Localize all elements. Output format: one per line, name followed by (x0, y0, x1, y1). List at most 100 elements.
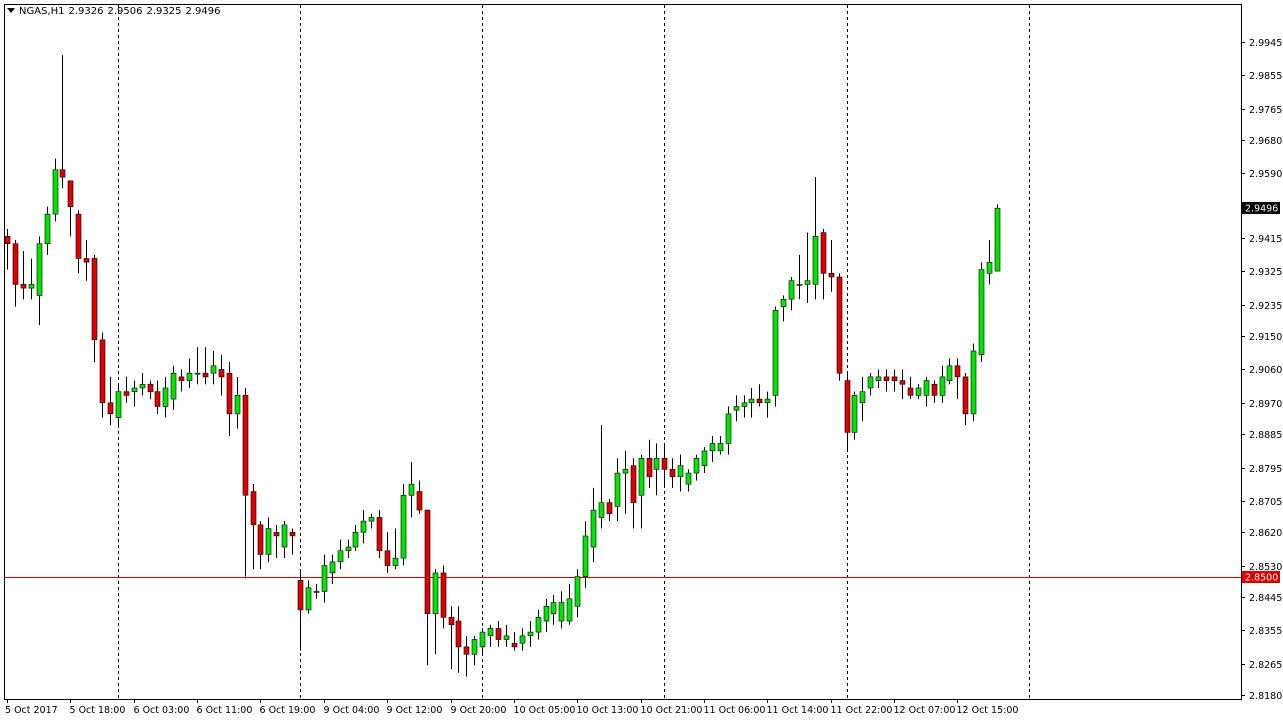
candle-body (455, 620, 462, 648)
x-tick-label: 10 Oct 05:00 (514, 705, 576, 716)
close-value: 2.9496 (185, 6, 221, 17)
x-tick-label: 6 Oct 19:00 (260, 705, 316, 716)
candle-body (368, 517, 375, 522)
candle-body (661, 457, 668, 470)
candle-body (273, 531, 280, 537)
candle-body (891, 376, 898, 381)
y-tick-label: 2.9590 (1249, 169, 1282, 180)
candle-body (939, 376, 946, 396)
candle-body (851, 395, 858, 433)
candle-body (899, 380, 906, 385)
x-tick-label: 5 Oct 18:00 (70, 705, 126, 716)
candle-body (123, 391, 130, 396)
y-tick-label: 2.8445 (1249, 593, 1282, 604)
candle-body (543, 605, 550, 622)
candle-body (67, 180, 74, 208)
candle-body (622, 469, 629, 474)
current-price-tag (1242, 202, 1280, 214)
candle-body (535, 617, 542, 633)
candle-body (701, 450, 708, 466)
candle-body (487, 628, 494, 637)
candle-body (836, 276, 843, 374)
y-tick-label: 2.9855 (1249, 71, 1282, 82)
candle-body (91, 258, 98, 341)
x-tick-label: 11 Oct 06:00 (704, 705, 766, 716)
candle-body (281, 524, 288, 548)
candle-body (772, 310, 779, 396)
candle-body (471, 639, 478, 655)
chart-header: NGAS,H1 2.9326 2.9506 2.9325 2.9496 (7, 6, 224, 17)
candle-body (677, 465, 684, 478)
candle-body (99, 339, 106, 404)
level-price-tag (1242, 571, 1280, 583)
x-tick-label: 6 Oct 03:00 (134, 705, 190, 716)
y-tick-label: 2.8530 (1249, 562, 1282, 573)
candle-body (630, 465, 637, 503)
candle-body (218, 369, 225, 378)
candle-body (234, 395, 241, 415)
candle-body (448, 617, 455, 626)
candle-body (812, 236, 819, 285)
candle-body (796, 284, 803, 286)
y-tick-label: 2.8795 (1249, 464, 1282, 475)
candle-body (313, 591, 320, 593)
candle-body (170, 372, 177, 400)
candle-body (202, 372, 209, 378)
candle-body (416, 491, 423, 511)
candle-body (923, 380, 930, 396)
x-tick-label: 10 Oct 21:00 (641, 705, 703, 716)
x-tick-label: 11 Oct 22:00 (831, 705, 893, 716)
candle-body (297, 580, 304, 611)
candle-body (566, 598, 573, 622)
candle-body (131, 387, 138, 392)
current-price-tag-label: 2.9496 (1245, 204, 1278, 215)
candle-body (242, 395, 249, 496)
candle-body (210, 365, 217, 374)
candle-body (788, 280, 795, 300)
symbol-label: NGAS,H1 (19, 6, 65, 17)
candle-body (511, 642, 518, 648)
candle-body (614, 472, 621, 507)
candle-body (345, 546, 352, 552)
candle-body (424, 509, 431, 614)
candle-body (28, 284, 35, 289)
candle-body (147, 383, 154, 392)
candle-body (194, 372, 201, 375)
y-tick-label: 2.8265 (1249, 660, 1282, 671)
candle-body (352, 531, 359, 548)
candle-body (820, 232, 827, 274)
candle-body (337, 550, 344, 563)
candle-body (503, 635, 510, 640)
candle-body (598, 502, 605, 518)
candle-body (12, 243, 19, 285)
candle-body (875, 376, 882, 381)
candle-body (986, 261, 993, 274)
y-tick-label: 2.9765 (1249, 105, 1282, 116)
y-tick-label: 2.8885 (1249, 430, 1282, 441)
high-value: 2.9506 (107, 6, 143, 17)
candle-body (978, 269, 985, 355)
candle-body (75, 213, 82, 259)
y-tick-label: 2.9235 (1249, 301, 1282, 312)
candle-body (709, 443, 716, 452)
candle-body (828, 273, 835, 278)
level-price-tag-label: 2.8500 (1245, 573, 1278, 584)
x-tick-label: 6 Oct 11:00 (197, 705, 253, 716)
candle-body (115, 391, 122, 418)
candle-body (638, 457, 645, 496)
candle-body (329, 561, 336, 574)
candle-body (186, 372, 193, 381)
candle-body (590, 509, 597, 548)
candle-body (653, 457, 660, 470)
candle-body (994, 207, 1001, 272)
candle-body (844, 380, 851, 433)
candle-body (685, 472, 692, 485)
candle-body (741, 402, 748, 407)
collapse-triangle-icon[interactable] (7, 8, 15, 13)
candle-body (154, 391, 161, 407)
candle-body (764, 398, 771, 404)
x-tick-label: 11 Oct 14:00 (767, 705, 829, 716)
y-tick-label: 2.9325 (1249, 267, 1282, 278)
candle-body (550, 602, 557, 614)
